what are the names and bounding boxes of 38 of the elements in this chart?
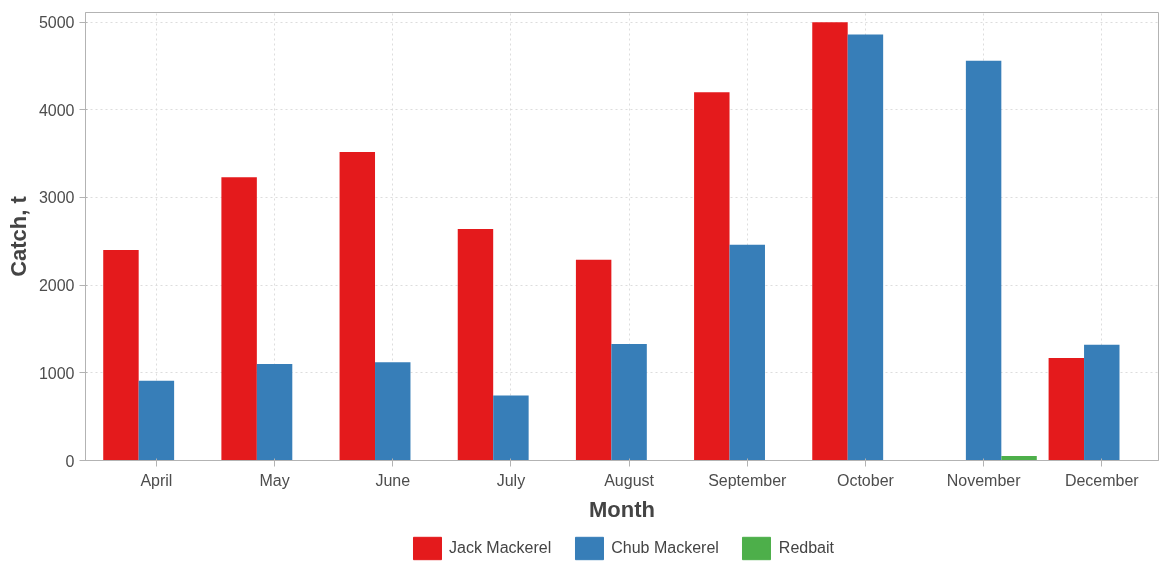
legend-label: Jack Mackerel xyxy=(448,538,552,557)
x-tick-label: July xyxy=(496,471,526,489)
x-tick-label: April xyxy=(140,471,173,489)
x-tick-label: June xyxy=(375,471,411,489)
bar xyxy=(221,177,257,461)
bar xyxy=(1084,344,1120,461)
legend-label: Chub Mackerel xyxy=(611,538,719,557)
y-tick-label: 0 xyxy=(65,452,75,470)
bar xyxy=(138,380,175,461)
y-tick-label: 2000 xyxy=(38,277,75,295)
y-tick-label: 5000 xyxy=(38,14,75,32)
x-tick-label: November xyxy=(946,471,1022,489)
bar xyxy=(1001,456,1037,461)
bar xyxy=(103,250,139,461)
bar xyxy=(847,34,884,461)
x-tick-label: December xyxy=(1064,471,1140,489)
bar xyxy=(493,395,529,461)
y-tick-label: 1000 xyxy=(38,364,75,382)
y-axis-title: Catch, t xyxy=(5,195,31,277)
bar xyxy=(256,364,293,461)
bar xyxy=(575,259,612,461)
bar xyxy=(457,229,494,461)
bar xyxy=(1048,357,1085,461)
x-tick-label: May xyxy=(259,471,290,489)
bar xyxy=(729,244,765,461)
legend-label: Redbait xyxy=(778,538,835,557)
bar xyxy=(375,362,411,461)
bar xyxy=(339,151,376,461)
x-tick-label: October xyxy=(836,471,895,489)
bar xyxy=(965,60,1002,461)
bar xyxy=(812,22,848,461)
bar xyxy=(694,92,730,461)
x-tick-label: September xyxy=(708,471,788,489)
x-tick-label: August xyxy=(604,471,655,489)
y-tick-label: 4000 xyxy=(38,101,75,119)
x-axis-title: Month xyxy=(589,496,655,522)
bar xyxy=(611,343,647,461)
y-tick-label: 3000 xyxy=(38,189,75,207)
